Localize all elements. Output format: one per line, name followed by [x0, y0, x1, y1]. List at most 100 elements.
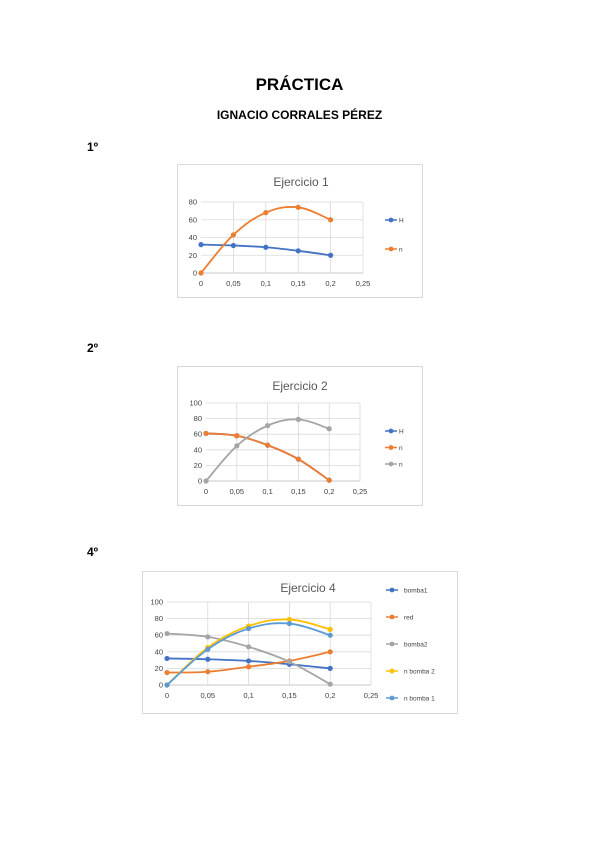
- series-n-1-point: [328, 217, 334, 223]
- series-red-1-point: [327, 649, 333, 655]
- section-1-label: 1º: [87, 140, 99, 154]
- series-n-1-point: [198, 270, 204, 276]
- series-n-bomba-2-3-point: [327, 626, 333, 632]
- series-h-0-point: [263, 244, 269, 250]
- legend-label: H: [399, 429, 404, 436]
- series-bomba2-2-point: [286, 659, 292, 665]
- x-tick-label: 0: [199, 279, 203, 288]
- x-tick-label: 0,05: [229, 487, 244, 496]
- legend-swatch-marker: [389, 641, 395, 647]
- series-n-1-point: [295, 456, 301, 462]
- series-bomba2-2-point: [246, 644, 252, 650]
- x-tick-label: 0,2: [324, 487, 334, 496]
- series-n-1-point: [203, 430, 209, 437]
- series-n-2-point: [234, 443, 240, 449]
- chart-ejercicio-1-svg: Ejercicio 1 0 20 40 60 80 0 0,05 0,1 0,15 0,2 0,25 H…: [189, 175, 404, 288]
- y-tick-label: 40: [155, 647, 163, 656]
- legend-swatch-marker: [389, 614, 395, 620]
- y-tick-label: 80: [194, 414, 202, 423]
- x-tick-label: 0,25: [364, 691, 379, 700]
- series-n-2-point: [295, 416, 301, 422]
- series-n-bomba-1-4-point: [205, 646, 211, 652]
- series-n-1-point: [326, 477, 332, 483]
- y-tick-label: 60: [155, 631, 163, 640]
- legend-label: n: [399, 445, 403, 452]
- legend-swatch-marker: [388, 217, 394, 223]
- legend-swatch-marker: [389, 668, 395, 674]
- series-bomba2-2-point: [164, 630, 170, 637]
- x-tick-label: 0,15: [291, 279, 306, 288]
- legend-label: H: [399, 218, 404, 225]
- y-tick-label: 0: [193, 269, 197, 278]
- legend-swatch-marker: [389, 587, 395, 593]
- y-tick-label: 100: [189, 399, 202, 408]
- x-tick-label: 0,1: [261, 279, 271, 288]
- legend-swatch-marker: [389, 695, 395, 701]
- legend-label: n: [399, 462, 403, 469]
- chart-title: Ejercicio 2: [272, 379, 328, 393]
- y-tick-label: 20: [155, 664, 163, 673]
- legend-swatch-marker: [388, 428, 394, 434]
- series-bomba2-2-point: [205, 634, 211, 640]
- series-bomba1-0-point: [205, 656, 211, 662]
- y-tick-label: 60: [194, 430, 202, 439]
- series-n-bomba-1-4-point: [327, 632, 333, 638]
- y-tick-label: 20: [194, 461, 202, 470]
- series-n-2-point: [265, 423, 271, 429]
- series-n-2-point: [326, 426, 332, 432]
- series-n-1-point: [263, 210, 269, 216]
- series-n-bomba-1-4-point: [246, 625, 252, 632]
- legend-swatch-marker: [388, 445, 394, 450]
- legend-label: n bomba 2: [404, 669, 435, 676]
- chart-title: Ejercicio 4: [280, 581, 336, 595]
- y-tick-label: 0: [198, 477, 202, 486]
- legend-swatch-marker: [388, 461, 394, 467]
- y-tick-label: 60: [189, 215, 197, 224]
- chart-ejercicio-2: Ejercicio 2 0 20 40 60 80 100 0 0,05 0,1 0,15 0,2 0,…: [177, 366, 423, 506]
- chart-title: Ejercicio 1: [273, 175, 329, 189]
- legend-label: bomba1: [404, 588, 428, 595]
- y-tick-label: 0: [159, 681, 163, 690]
- document-title: PRÁCTICA: [255, 75, 344, 94]
- y-tick-label: 40: [194, 445, 202, 454]
- document-author: IGNACIO CORRALES PÉREZ: [216, 108, 383, 122]
- x-tick-label: 0: [204, 487, 208, 496]
- chart-ejercicio-4-svg: Ejercicio 4 0 20 40 60 80 100 0 0,05 0,1 0,15 0,2 0,…: [150, 581, 435, 703]
- section-4-label: 4º: [87, 545, 99, 559]
- x-tick-label: 0,2: [325, 691, 335, 700]
- y-tick-label: 80: [189, 198, 197, 207]
- chart-ejercicio-4: Ejercicio 4 0 20 40 60 80 100 0 0,05 0,1 0,15 0,2 0,…: [142, 571, 458, 714]
- legend-label: n bomba 1: [404, 696, 435, 703]
- legend-label: red: [404, 615, 414, 622]
- y-tick-label: 80: [155, 614, 163, 623]
- series-n-1-point: [265, 442, 271, 448]
- x-tick-label: 0,15: [282, 691, 297, 700]
- series-bomba1-0-point: [327, 665, 333, 671]
- x-tick-label: 0,25: [356, 279, 371, 288]
- series-bomba1-0-point: [246, 658, 252, 664]
- x-tick-label: 0,15: [291, 487, 306, 496]
- series-red-1-point: [246, 664, 252, 670]
- series-n-2-point: [203, 478, 209, 484]
- x-tick-label: 0: [165, 691, 169, 700]
- chart-ejercicio-2-svg: Ejercicio 2 0 20 40 60 80 100 0 0,05 0,1 0,15 0,2 0,…: [189, 379, 404, 496]
- series-h-0-point: [198, 242, 204, 248]
- chart-ejercicio-1: Ejercicio 1 0 20 40 60 80 0 0,05 0,1 0,15 0,2 0,25 H…: [177, 164, 423, 298]
- x-tick-label: 0,25: [353, 487, 368, 496]
- series-n-bomba-2-3-point: [286, 616, 292, 623]
- series-n-bomba-1-4-point: [164, 682, 170, 688]
- x-tick-label: 0,05: [226, 279, 241, 288]
- y-tick-label: 100: [150, 598, 163, 607]
- legend-swatch-marker: [388, 246, 394, 252]
- series-bomba2-2-point: [327, 681, 333, 687]
- section-2-label: 2º: [87, 341, 99, 355]
- series-n-1-point: [230, 232, 236, 238]
- legend-label: n: [399, 247, 403, 254]
- legend-label: bomba2: [404, 642, 428, 649]
- x-tick-label: 0,2: [325, 279, 335, 288]
- y-tick-label: 40: [189, 233, 197, 242]
- series-red-1-point: [164, 669, 170, 676]
- series-h-0-point: [230, 242, 236, 249]
- series-n-1-point: [234, 433, 240, 439]
- series-red-1-point: [205, 669, 211, 675]
